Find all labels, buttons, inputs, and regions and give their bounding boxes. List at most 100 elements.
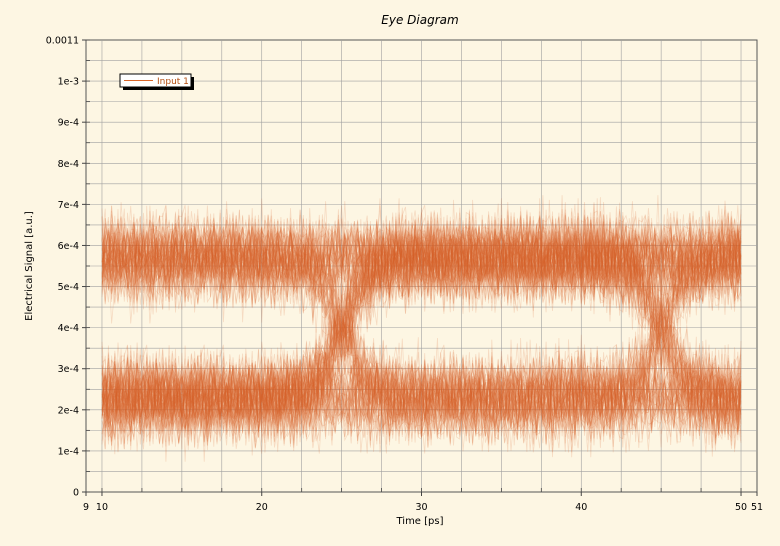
eye-trace (101, 217, 742, 450)
eye-trace (101, 230, 742, 446)
eye-trace (101, 220, 742, 438)
x-tick-label: 20 (256, 502, 268, 513)
eye-trace (101, 232, 742, 453)
eye-trace (101, 211, 742, 443)
eye-trace (101, 201, 742, 306)
y-tick-label: 4e-4 (58, 323, 79, 334)
eye-trace (101, 225, 742, 446)
eye-trace (101, 209, 742, 443)
eye-trace (101, 212, 742, 453)
eye-trace (101, 343, 742, 458)
eye-trace (101, 344, 742, 452)
eye-trace (101, 344, 742, 453)
eye-trace (101, 198, 742, 449)
y-tick-label: 1e-3 (58, 77, 79, 88)
eye-trace (101, 198, 742, 310)
eye-trace (101, 209, 742, 444)
eye-trace (101, 231, 742, 446)
eye-trace (101, 206, 742, 442)
eye-trace (101, 212, 742, 436)
eye-trace (101, 197, 742, 434)
eye-trace (101, 203, 742, 445)
eye-trace (101, 207, 742, 415)
eye-trace (101, 345, 742, 450)
eye-trace (101, 213, 742, 445)
eye-trace (101, 201, 742, 456)
eye-trace (101, 210, 742, 303)
eye-trace (101, 212, 742, 443)
eye-trace (101, 214, 742, 312)
y-axis-ticks: 0 1e-4 2e-4 3e-4 4e-4 5e-4 6e-4 7e-4 8e-4 9e-4 1e-… (46, 36, 86, 499)
eye-trace (101, 230, 742, 436)
eye-trace (101, 212, 742, 313)
y-tick-label: 8e-4 (58, 159, 79, 170)
eye-trace (101, 211, 742, 457)
eye-trace (101, 204, 742, 448)
eye-trace (101, 208, 742, 436)
eye-trace (101, 215, 742, 453)
x-tick-label: 51 (751, 502, 763, 513)
eye-trace (101, 219, 742, 441)
eye-trace (101, 215, 742, 440)
grid-lines (86, 40, 757, 492)
eye-trace (101, 222, 742, 453)
eye-trace (101, 201, 742, 434)
eye-trace (101, 211, 742, 446)
eye-trace (101, 212, 742, 453)
eye-trace (101, 212, 742, 309)
eye-trace (101, 214, 742, 453)
eye-trace (101, 207, 742, 428)
eye-trace (101, 211, 742, 448)
eye-trace (101, 203, 742, 445)
eye-trace (101, 209, 742, 450)
eye-trace (101, 205, 742, 308)
minor-ticks (86, 39, 742, 493)
eye-pattern-series (101, 195, 742, 462)
eye-trace (101, 342, 742, 454)
eye-trace (101, 209, 742, 310)
eye-trace (101, 211, 742, 462)
eye-trace (101, 223, 742, 452)
eye-trace (101, 225, 742, 445)
eye-trace (101, 349, 742, 445)
eye-trace (101, 348, 742, 451)
x-tick-label: 40 (575, 502, 587, 513)
eye-trace (101, 207, 742, 444)
eye-trace (101, 212, 742, 417)
eye-trace (101, 208, 742, 308)
eye-trace (101, 212, 742, 453)
eye-trace (101, 219, 742, 433)
eye-trace (101, 343, 742, 458)
y-tick-label: 6e-4 (58, 241, 79, 252)
eye-trace (101, 209, 742, 442)
eye-trace (101, 337, 742, 449)
eye-trace (101, 341, 742, 447)
eye-trace (101, 208, 742, 324)
eye-trace (101, 341, 742, 446)
eye-trace (101, 201, 742, 305)
eye-trace (101, 215, 742, 440)
eye-trace (101, 227, 742, 443)
eye-trace (101, 199, 742, 446)
eye-trace (101, 211, 742, 442)
eye-trace (101, 215, 742, 446)
y-axis-label: Electrical Signal [a.u.] (24, 211, 35, 321)
eye-trace (101, 234, 742, 453)
legend-label: Input 1 (157, 77, 189, 87)
eye-trace (101, 246, 742, 446)
eye-trace (101, 216, 742, 446)
x-tick-label: 10 (96, 502, 108, 513)
eye-trace (101, 201, 742, 434)
eye-trace (101, 210, 742, 444)
x-axis-ticks: 9 10 20 30 40 50 51 (83, 492, 763, 513)
eye-trace (101, 216, 742, 446)
eye-trace (101, 204, 742, 313)
eye-trace (101, 205, 742, 436)
eye-trace (101, 340, 742, 445)
eye-trace (101, 195, 742, 305)
eye-trace (101, 206, 742, 443)
eye-trace (101, 354, 742, 452)
eye-trace (101, 216, 742, 453)
eye-trace (101, 201, 742, 438)
